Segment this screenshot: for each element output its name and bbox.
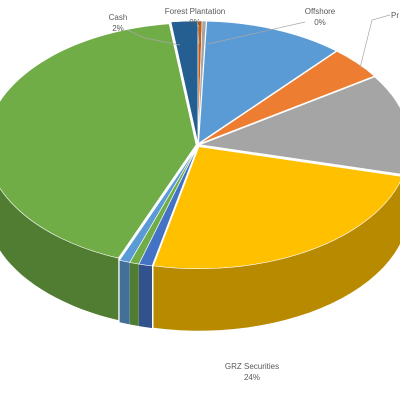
leader-line-cash bbox=[126, 29, 181, 46]
pie-slice-3 bbox=[199, 51, 375, 144]
data-labels: Forest Plantation 0% Offshore 0% Cash 2%… bbox=[109, 7, 400, 382]
pie-slice-side-8 bbox=[119, 260, 130, 325]
pie-slice-1 bbox=[197, 20, 207, 144]
pie-slice-4 bbox=[198, 76, 400, 175]
pie-slice-5 bbox=[153, 146, 400, 270]
pie-slice-side-9 bbox=[0, 188, 119, 321]
pie-slice-2 bbox=[198, 20, 337, 144]
label-cash: Cash bbox=[109, 13, 128, 22]
pct-forest-plantation: 0% bbox=[189, 18, 201, 27]
pie-slice-9 bbox=[0, 23, 197, 259]
leader-line-forest-plantation bbox=[197, 26, 200, 45]
pct-grz-securities: 24% bbox=[244, 373, 260, 382]
pie-slice-side-6 bbox=[138, 264, 152, 328]
pie-slice-10 bbox=[170, 20, 199, 144]
label-forest-plantation: Forest Plantation bbox=[165, 7, 225, 16]
pie-slice-8 bbox=[119, 146, 198, 263]
pct-cash: 2% bbox=[112, 24, 124, 33]
pie-slices bbox=[0, 20, 400, 270]
label-partial-right: Pr bbox=[391, 11, 399, 20]
label-grz-securities: GRZ Securities bbox=[225, 362, 279, 371]
leader-lines bbox=[126, 14, 391, 69]
leader-line-partial bbox=[359, 14, 391, 69]
leader-line-offshore bbox=[207, 21, 306, 45]
pct-offshore: 0% bbox=[314, 18, 326, 27]
pie-side-walls bbox=[0, 181, 400, 331]
pie-slice-side-7 bbox=[129, 262, 139, 327]
pie-slice-side-5 bbox=[153, 181, 400, 331]
label-offshore: Offshore bbox=[305, 7, 336, 16]
